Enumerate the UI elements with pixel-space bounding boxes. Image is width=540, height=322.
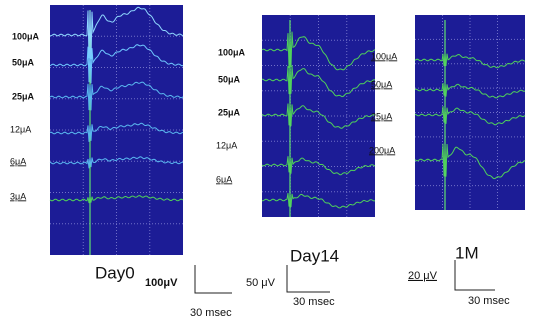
stimulus-label: 50μA bbox=[371, 79, 392, 89]
scale-bar bbox=[455, 260, 495, 290]
time-scale: 30 msec bbox=[468, 295, 510, 307]
time-scale: 30 msec bbox=[190, 307, 232, 319]
amplitude-scale: 20 μV bbox=[408, 270, 438, 282]
scale-bar bbox=[195, 265, 232, 293]
stimulus-label: 50μA bbox=[12, 57, 35, 67]
stimulus-label: 6μA bbox=[216, 174, 232, 184]
stimulus-label: 3μA bbox=[10, 191, 26, 201]
figure: 100μA 50μA 25μA 12μA 6μA 3μA Day0 100μV … bbox=[0, 0, 540, 322]
time-scale: 30 msec bbox=[293, 296, 335, 308]
stimulus-label: 12μA bbox=[10, 124, 31, 134]
panel-title: Day0 bbox=[95, 263, 135, 282]
stimulus-label: 100μA bbox=[12, 31, 40, 41]
amplitude-scale: 100μV bbox=[145, 277, 178, 289]
panel-title: 1M bbox=[455, 243, 479, 262]
scale-bar bbox=[287, 265, 330, 292]
stimulus-label: 25μA bbox=[218, 107, 241, 117]
stimulus-label: 25μA bbox=[371, 111, 392, 121]
amplitude-scale: 50 μV bbox=[246, 277, 276, 289]
stimulus-label: 12μA bbox=[216, 140, 237, 150]
stimulus-label: 50μA bbox=[218, 74, 241, 84]
stimulus-label: 100μA bbox=[218, 47, 246, 57]
stimulus-label: 25μA bbox=[12, 91, 35, 101]
stimulus-label: 100μA bbox=[371, 51, 397, 61]
stimulus-label: 6μA bbox=[10, 156, 26, 166]
panel-title: Day14 bbox=[290, 246, 339, 265]
stimulus-label: 200μA bbox=[369, 145, 395, 155]
